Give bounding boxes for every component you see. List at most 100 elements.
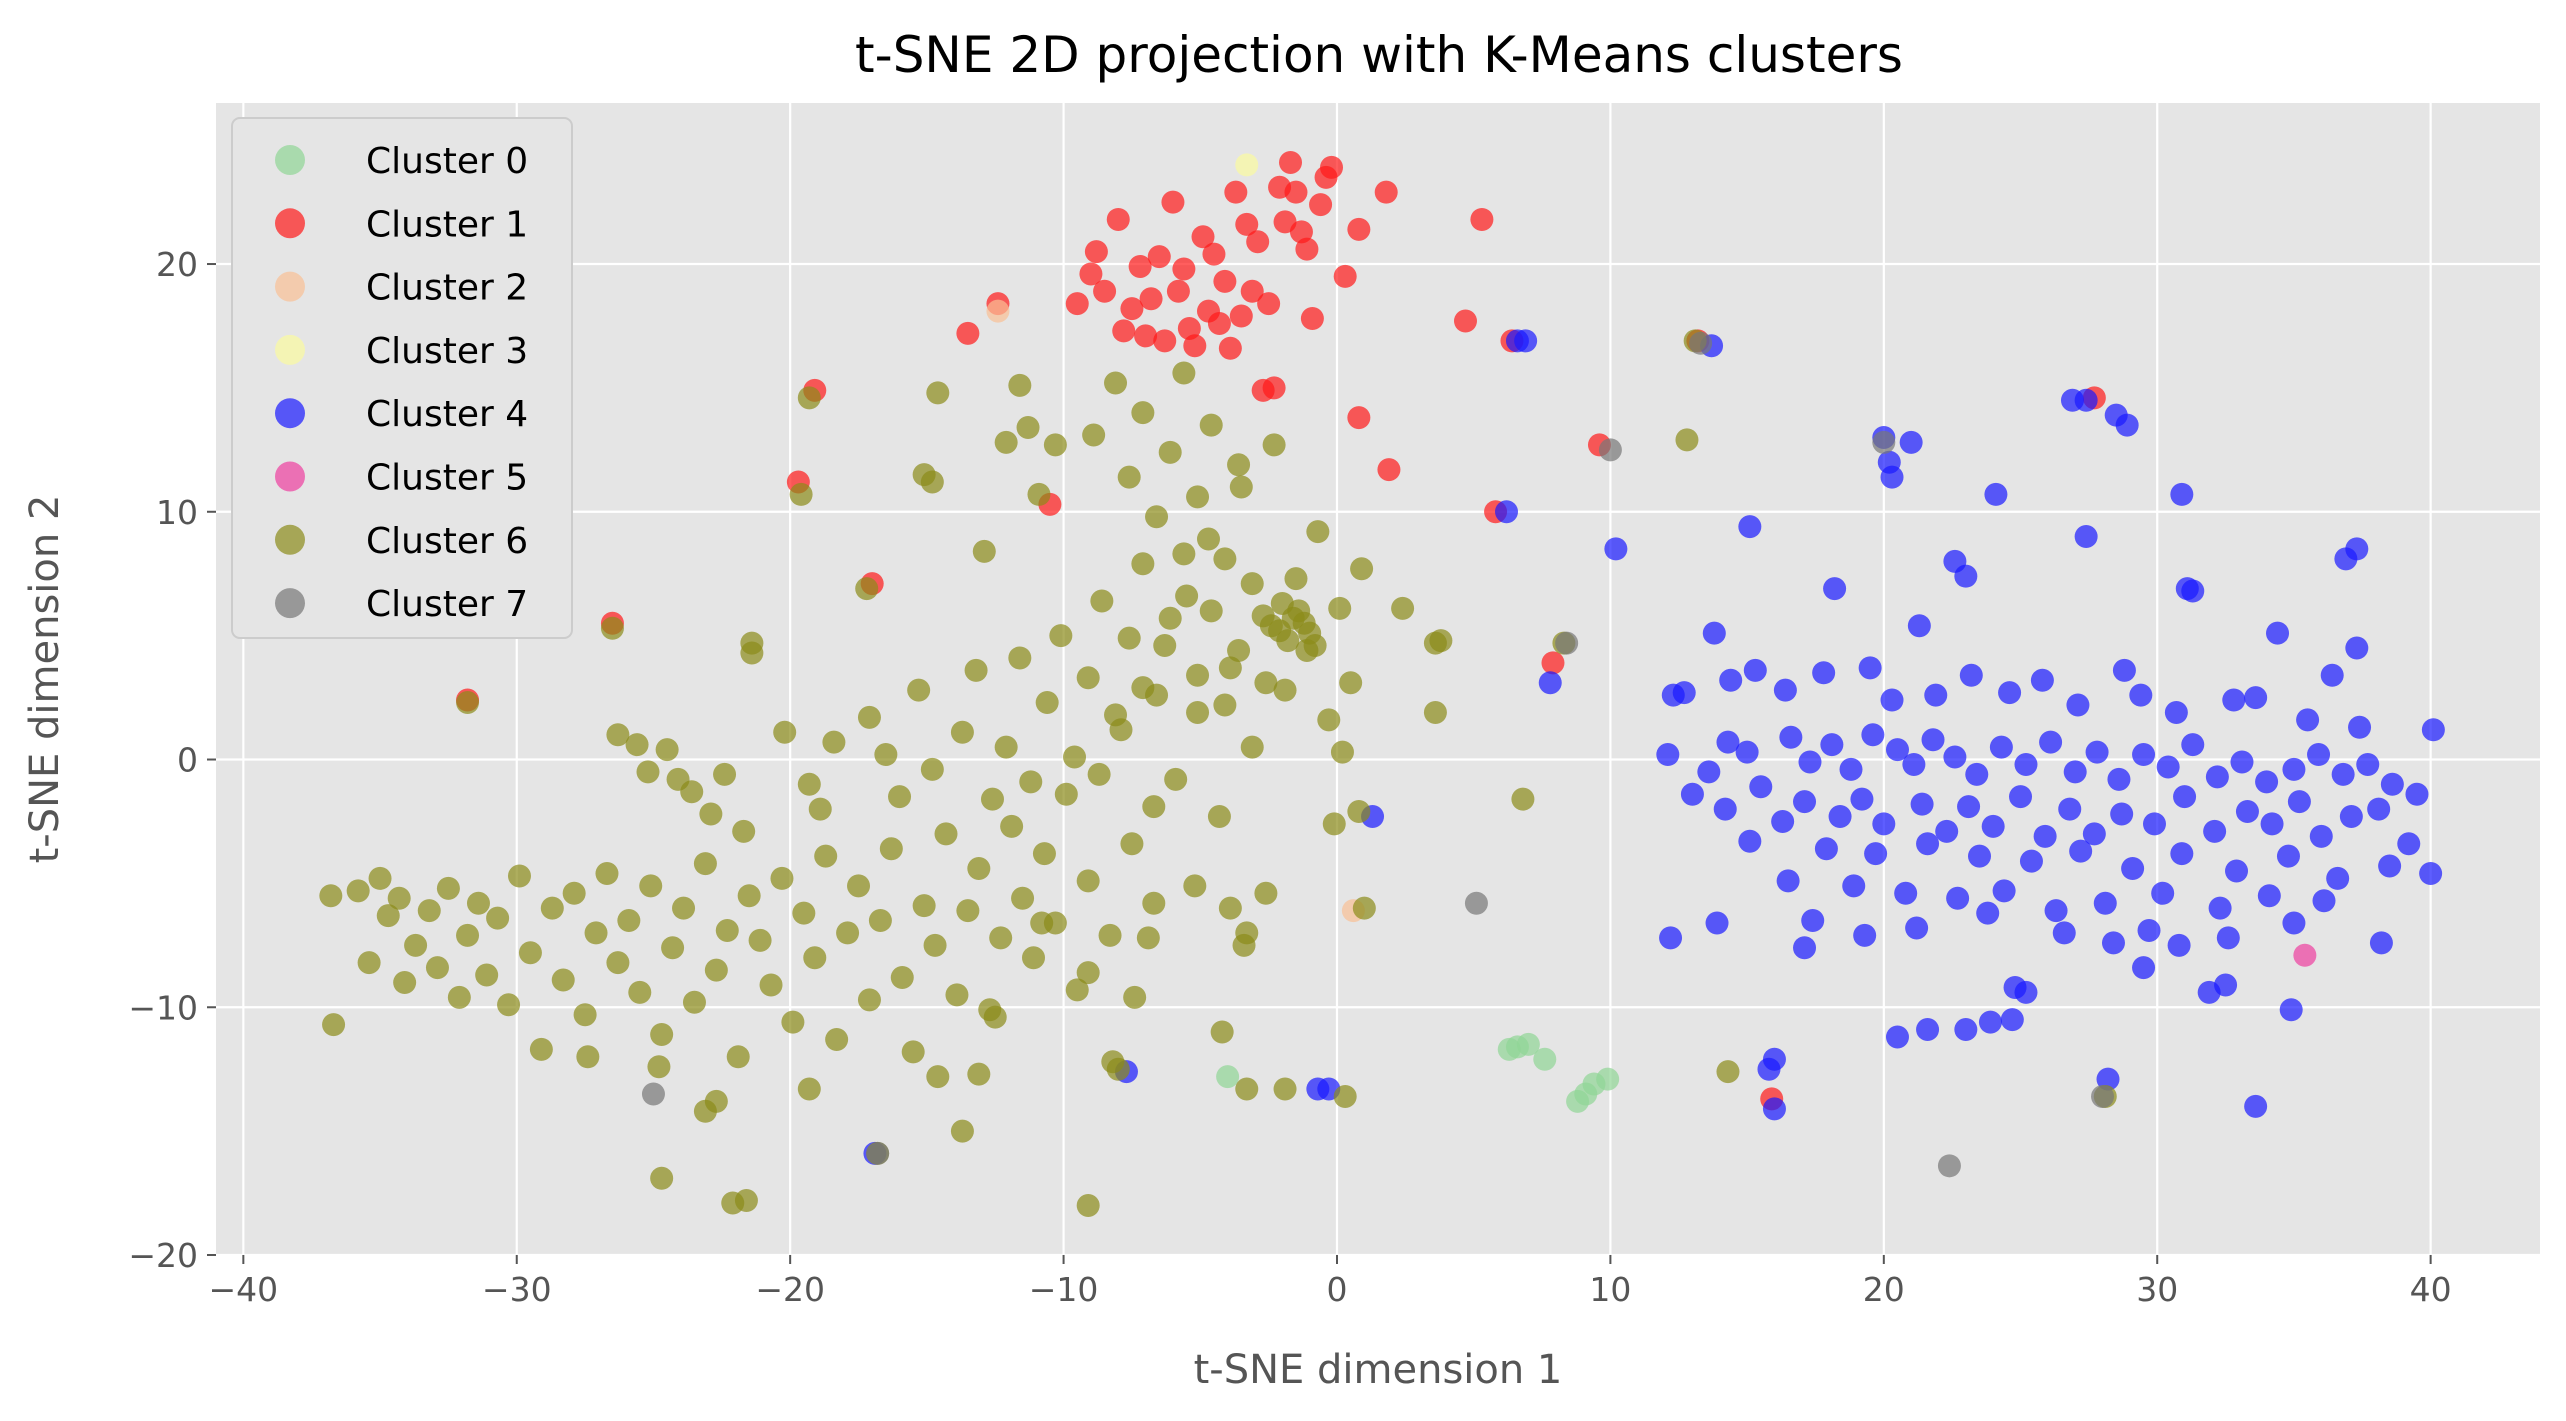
data-point xyxy=(934,822,958,846)
data-point xyxy=(456,923,480,947)
data-point xyxy=(2421,718,2445,742)
data-point xyxy=(319,884,343,908)
data-point xyxy=(1333,264,1357,288)
data-point xyxy=(1872,430,1896,454)
data-point xyxy=(2121,857,2145,881)
data-point xyxy=(1339,671,1363,695)
data-point xyxy=(1153,634,1177,658)
data-point xyxy=(2181,733,2205,757)
data-point xyxy=(1279,150,1303,174)
data-point xyxy=(1035,691,1059,715)
y-tick-label: −20 xyxy=(128,1236,198,1275)
data-point xyxy=(1965,762,1989,786)
data-point xyxy=(748,928,772,952)
data-point xyxy=(1186,700,1210,724)
data-point xyxy=(2112,658,2136,682)
data-point xyxy=(1762,1047,1786,1071)
data-point xyxy=(1027,482,1051,506)
data-point xyxy=(1656,743,1680,767)
data-point xyxy=(2096,1067,2120,1091)
data-point xyxy=(2345,537,2369,561)
data-point xyxy=(2419,861,2443,885)
data-point xyxy=(1172,257,1196,281)
data-point xyxy=(1352,896,1376,920)
data-point xyxy=(1032,842,1056,866)
data-point xyxy=(1063,745,1087,769)
data-point xyxy=(923,933,947,957)
data-point xyxy=(2129,683,2153,707)
x-tick-label: 10 xyxy=(1589,1270,1631,1309)
data-point xyxy=(387,886,411,910)
data-point xyxy=(2279,998,2303,1022)
data-point xyxy=(2074,388,2098,412)
data-point xyxy=(1762,1097,1786,1121)
data-point xyxy=(1084,240,1108,264)
data-point xyxy=(1954,564,1978,588)
data-point xyxy=(1823,577,1847,601)
data-point xyxy=(792,901,816,925)
data-point xyxy=(1306,520,1330,544)
data-point xyxy=(964,658,988,682)
data-point xyxy=(1106,1057,1130,1081)
data-point xyxy=(1207,804,1231,828)
data-point xyxy=(1322,812,1346,836)
y-tick-label: 20 xyxy=(156,245,198,284)
data-point xyxy=(1738,829,1762,853)
data-point xyxy=(797,772,821,796)
data-point xyxy=(1828,804,1852,828)
legend-marker xyxy=(275,461,305,492)
data-point xyxy=(1273,678,1297,702)
data-point xyxy=(2369,931,2393,955)
data-point xyxy=(2309,824,2333,848)
data-point xyxy=(888,785,912,809)
y-axis-label: t-SNE dimension 2 xyxy=(22,495,68,864)
data-point xyxy=(1082,423,1106,447)
data-point xyxy=(1229,475,1253,499)
data-point xyxy=(1976,901,2000,925)
data-point xyxy=(1090,589,1114,613)
data-point xyxy=(2405,782,2429,806)
data-point xyxy=(980,787,1004,811)
axis-ticks: −40 −30 −20 −10 0 10 20 30 40 −20 −10 0 10 20 xyxy=(128,245,2451,1309)
data-point xyxy=(1350,557,1374,581)
data-point xyxy=(967,1062,991,1086)
data-point xyxy=(989,926,1013,950)
data-point xyxy=(781,1010,805,1034)
data-point xyxy=(1008,373,1032,397)
data-point xyxy=(1202,242,1226,266)
data-point xyxy=(1943,745,1967,769)
data-point xyxy=(1516,1032,1540,1056)
data-point xyxy=(1172,542,1196,566)
data-point xyxy=(1885,738,1909,762)
data-point xyxy=(2170,482,2194,506)
data-point xyxy=(1328,596,1352,620)
data-point xyxy=(1134,324,1158,348)
data-point xyxy=(2222,688,2246,712)
data-point xyxy=(808,797,832,821)
data-point xyxy=(507,864,531,888)
data-point xyxy=(1495,500,1519,524)
data-point xyxy=(1145,683,1169,707)
data-point xyxy=(1902,752,1926,776)
data-point xyxy=(1120,832,1144,856)
data-point xyxy=(2257,884,2281,908)
data-point xyxy=(1213,269,1237,293)
data-point xyxy=(2225,859,2249,883)
data-point xyxy=(1104,703,1128,727)
data-point xyxy=(1916,832,1940,856)
data-point xyxy=(2203,819,2227,843)
data-point xyxy=(2312,889,2336,913)
data-point xyxy=(1227,639,1251,663)
data-point xyxy=(2331,762,2355,786)
data-point xyxy=(956,321,980,345)
data-point xyxy=(639,874,663,898)
data-point xyxy=(2030,668,2054,692)
data-point xyxy=(945,983,969,1007)
data-point xyxy=(1954,1018,1978,1042)
data-point xyxy=(2296,708,2320,732)
data-point xyxy=(1240,735,1264,759)
data-point xyxy=(1735,740,1759,764)
data-point xyxy=(1812,661,1836,685)
data-point xyxy=(1270,591,1294,615)
data-point xyxy=(2000,1008,2024,1032)
